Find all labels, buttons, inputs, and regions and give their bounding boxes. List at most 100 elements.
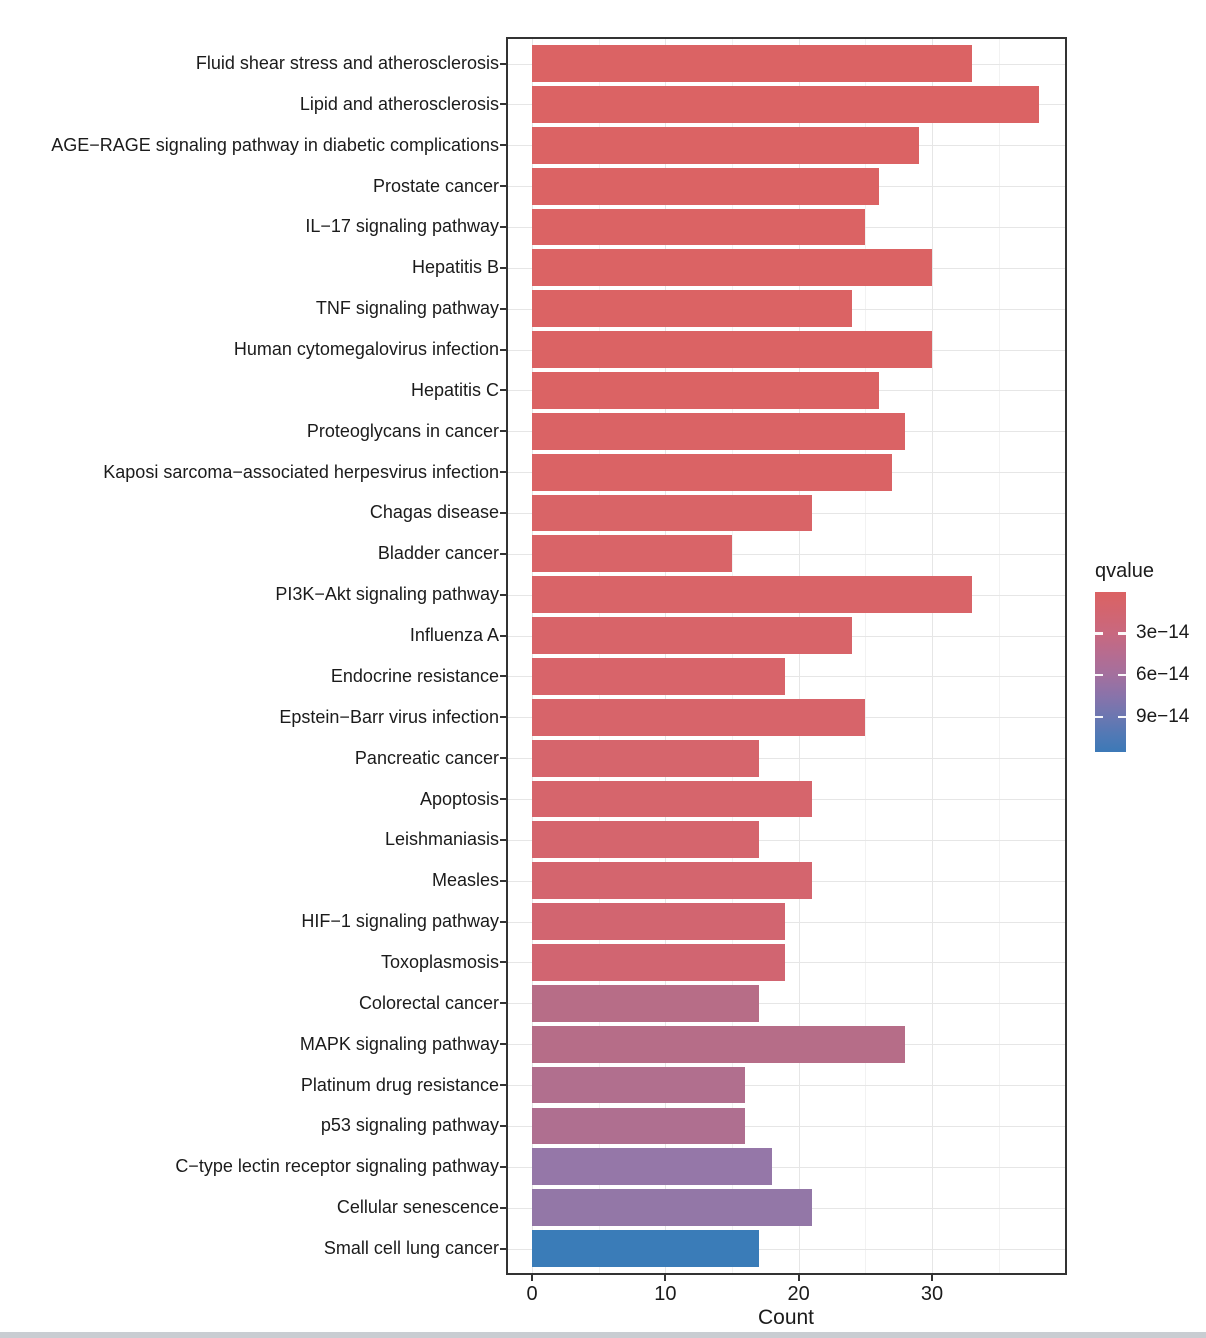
bar (532, 535, 732, 573)
y-axis-label: p53 signaling pathway (320, 1115, 499, 1136)
bar (532, 249, 932, 287)
y-axis-label: HIF−1 signaling pathway (301, 911, 499, 932)
bar (532, 1025, 906, 1063)
bar (532, 658, 786, 695)
x-axis-tick (930, 1273, 933, 1281)
y-axis-tick (500, 1165, 508, 1168)
gridline-major-horizontal (508, 839, 1065, 841)
y-axis-label: Proteoglycans in cancer (306, 420, 499, 441)
y-axis-tick (500, 1247, 508, 1250)
y-axis-tick (500, 675, 508, 678)
gridline-major-horizontal (508, 1085, 1065, 1087)
bar (532, 903, 786, 941)
y-axis-label: Measles (431, 870, 499, 891)
y-axis-label: Hepatitis C (410, 379, 499, 400)
y-axis-label: AGE−RAGE signaling pathway in diabetic c… (51, 134, 499, 155)
y-axis-tick (500, 225, 508, 228)
y-axis-tick (500, 716, 508, 719)
gridline-minor-vertical (598, 39, 600, 1273)
y-axis-tick (500, 471, 508, 474)
gridline-major-horizontal (508, 1003, 1065, 1005)
legend-tick-label: 6e−14 (1136, 664, 1190, 686)
bar (532, 45, 972, 82)
y-axis-tick (500, 634, 508, 637)
y-axis-label: Kaposi sarcoma−associated herpesvirus in… (103, 461, 499, 482)
bar (532, 984, 759, 1022)
bar (532, 290, 852, 328)
y-axis-label: Hepatitis B (411, 257, 499, 278)
y-axis-tick (500, 1124, 508, 1127)
gridline-major-horizontal (508, 1166, 1065, 1168)
y-axis-label: Small cell lung cancer (323, 1238, 499, 1258)
y-axis-label: Toxoplasmosis (380, 951, 499, 972)
bar (532, 208, 866, 246)
y-axis-tick (500, 266, 508, 269)
gridline-major-vertical (665, 39, 667, 1273)
y-axis-label: MAPK signaling pathway (299, 1033, 499, 1054)
gridline-major-vertical (931, 39, 933, 1273)
y-axis-tick (500, 961, 508, 964)
plot-panel-border (506, 37, 1067, 1275)
legend-tick-label: 9e−14 (1136, 705, 1190, 727)
gridline-major-horizontal (508, 921, 1065, 923)
bar (532, 862, 812, 900)
legend-tick-mark (1095, 715, 1103, 719)
y-axis-label: Lipid and atherosclerosis (299, 93, 499, 114)
gridline-minor-vertical (998, 39, 1000, 1273)
y-axis-label: Prostate cancer (372, 175, 499, 196)
bar (532, 698, 866, 736)
y-axis-tick (500, 348, 508, 351)
y-axis-tick (500, 552, 508, 555)
y-axis-label: Cellular senescence (336, 1197, 499, 1218)
bar (532, 1148, 772, 1186)
y-axis-label: Human cytomegalovirus infection (233, 339, 499, 360)
gridline-major-horizontal (508, 553, 1065, 555)
gridline-major-horizontal (508, 1248, 1065, 1250)
bar (532, 739, 759, 777)
gridline-major-vertical (798, 39, 800, 1273)
bar (532, 126, 919, 164)
legend-tick-mark (1095, 632, 1103, 635)
y-axis-label: Epstein−Barr virus infection (279, 706, 499, 727)
bar (532, 412, 906, 450)
gridline-major-horizontal (508, 758, 1065, 760)
legend-tick-mark (1118, 673, 1126, 677)
y-axis-tick (500, 144, 508, 147)
x-axis-tick-label: 30 (920, 1283, 944, 1305)
x-axis-tick (664, 1273, 667, 1281)
legend-tick-mark (1118, 632, 1126, 635)
y-axis-tick (500, 920, 508, 923)
y-axis-tick (500, 838, 508, 841)
x-axis-tick (531, 1273, 533, 1281)
y-axis-tick (500, 1043, 508, 1046)
legend-tick-mark (1095, 673, 1103, 677)
bar (532, 372, 879, 409)
bar (532, 1107, 746, 1145)
x-axis-tick-label: 0 (526, 1283, 538, 1305)
bar (532, 1189, 812, 1227)
window-bottom-edge (0, 1332, 1206, 1338)
legend-title: qvalue (1095, 560, 1154, 582)
y-axis-label: Fluid shear stress and atherosclerosis (195, 53, 499, 73)
y-axis-tick (500, 185, 508, 188)
y-axis-label: IL−17 signaling pathway (305, 216, 499, 237)
gridline-major-vertical (532, 39, 533, 1273)
gridline-major-horizontal (508, 676, 1065, 678)
y-axis-tick (500, 1002, 508, 1005)
y-axis-tick (500, 389, 508, 392)
y-axis-tick (500, 757, 508, 760)
y-axis-label: C−type lectin receptor signaling pathway (175, 1156, 499, 1177)
y-axis-label: TNF signaling pathway (315, 298, 499, 319)
y-axis-label: Leishmaniasis (384, 829, 499, 850)
y-axis-label: Pancreatic cancer (354, 747, 499, 768)
y-axis-tick (500, 593, 508, 596)
bar (532, 576, 972, 614)
y-axis-label: Platinum drug resistance (300, 1074, 499, 1095)
y-axis-tick (500, 879, 508, 882)
legend-tick-label: 3e−14 (1136, 622, 1190, 644)
gridline-minor-vertical (731, 39, 733, 1273)
bar (532, 821, 759, 859)
y-axis-label: Bladder cancer (377, 543, 499, 564)
x-axis-tick-label: 10 (654, 1283, 677, 1305)
